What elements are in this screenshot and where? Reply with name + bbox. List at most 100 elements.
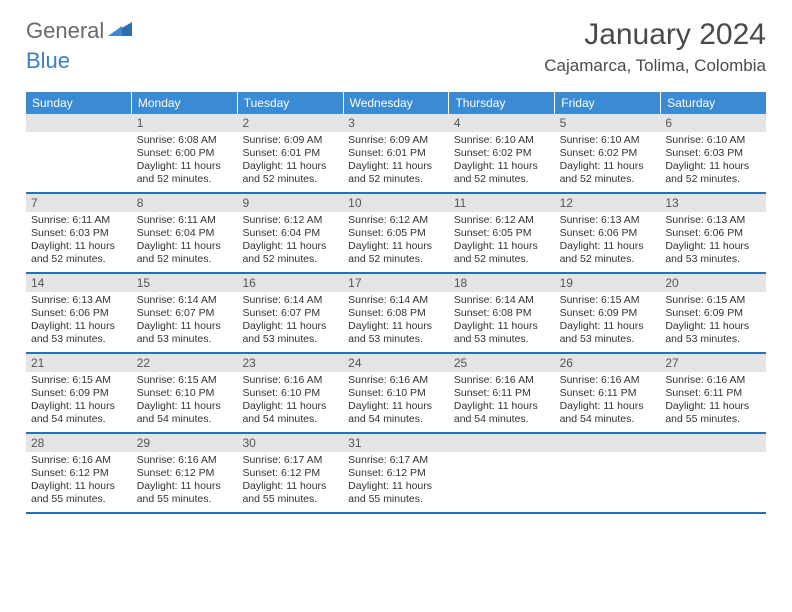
day-cell: 16Sunrise: 6:14 AMSunset: 6:07 PMDayligh… <box>237 274 343 352</box>
day-body: Sunrise: 6:16 AMSunset: 6:12 PMDaylight:… <box>132 452 238 511</box>
day-number: 6 <box>660 114 766 132</box>
detail-line: Sunrise: 6:14 AM <box>454 294 550 307</box>
detail-line: and 52 minutes. <box>454 253 550 266</box>
day-cell: 17Sunrise: 6:14 AMSunset: 6:08 PMDayligh… <box>343 274 449 352</box>
detail-line: and 52 minutes. <box>560 173 656 186</box>
day-number: 10 <box>343 194 449 212</box>
detail-line: Daylight: 11 hours <box>348 480 444 493</box>
detail-line: Sunset: 6:03 PM <box>31 227 127 240</box>
day-cell: 7Sunrise: 6:11 AMSunset: 6:03 PMDaylight… <box>26 194 132 272</box>
detail-line: and 53 minutes. <box>560 333 656 346</box>
detail-line: and 55 minutes. <box>665 413 761 426</box>
week-row: 28Sunrise: 6:16 AMSunset: 6:12 PMDayligh… <box>26 434 766 514</box>
day-body: Sunrise: 6:16 AMSunset: 6:12 PMDaylight:… <box>26 452 132 511</box>
detail-line: and 55 minutes. <box>31 493 127 506</box>
day-number: 5 <box>555 114 661 132</box>
detail-line: Sunrise: 6:16 AM <box>31 454 127 467</box>
dow-header: Sunday <box>26 92 132 114</box>
day-body: Sunrise: 6:11 AMSunset: 6:03 PMDaylight:… <box>26 212 132 271</box>
logo-triangle-icon <box>108 20 132 43</box>
dow-header: Thursday <box>449 92 555 114</box>
day-cell: 15Sunrise: 6:14 AMSunset: 6:07 PMDayligh… <box>132 274 238 352</box>
detail-line: Sunset: 6:11 PM <box>665 387 761 400</box>
detail-line: and 53 minutes. <box>454 333 550 346</box>
detail-line: and 53 minutes. <box>31 333 127 346</box>
week-row: 21Sunrise: 6:15 AMSunset: 6:09 PMDayligh… <box>26 354 766 434</box>
detail-line: Sunset: 6:10 PM <box>348 387 444 400</box>
dow-header: Wednesday <box>344 92 450 114</box>
detail-line: and 52 minutes. <box>242 173 338 186</box>
month-title: January 2024 <box>544 18 766 52</box>
title-block: January 2024 Cajamarca, Tolima, Colombia <box>544 18 766 76</box>
day-cell: 1Sunrise: 6:08 AMSunset: 6:00 PMDaylight… <box>132 114 238 192</box>
day-number: 9 <box>237 194 343 212</box>
detail-line: Daylight: 11 hours <box>348 240 444 253</box>
day-number: 17 <box>343 274 449 292</box>
detail-line: Daylight: 11 hours <box>242 320 338 333</box>
detail-line: Sunset: 6:00 PM <box>137 147 233 160</box>
detail-line: Sunset: 6:05 PM <box>348 227 444 240</box>
day-number: 11 <box>449 194 555 212</box>
detail-line: and 54 minutes. <box>31 413 127 426</box>
detail-line: Sunrise: 6:16 AM <box>665 374 761 387</box>
detail-line: Sunset: 6:10 PM <box>137 387 233 400</box>
detail-line: Daylight: 11 hours <box>665 240 761 253</box>
day-cell: 10 Sunrise: 6:12 AMSunset: 6:05 PMDayligh… <box>343 194 449 272</box>
detail-line: and 55 minutes. <box>348 493 444 506</box>
day-cell: 26Sunrise: 6:16 AMSunset: 6:11 PMDayligh… <box>555 354 661 432</box>
day-body: Sunrise: 6:16 AMSunset: 6:11 PMDaylight:… <box>555 372 661 431</box>
dow-header: Friday <box>555 92 661 114</box>
day-number: 7 <box>26 194 132 212</box>
detail-line: Sunset: 6:04 PM <box>242 227 338 240</box>
day-cell: 5Sunrise: 6:10 AMSunset: 6:02 PMDaylight… <box>555 114 661 192</box>
day-body: Sunrise: 6:16 AMSunset: 6:11 PMDaylight:… <box>660 372 766 431</box>
day-cell <box>449 434 555 512</box>
day-cell: 11Sunrise: 6:12 AMSunset: 6:05 PMDayligh… <box>449 194 555 272</box>
detail-line: Sunrise: 6:15 AM <box>560 294 656 307</box>
detail-line: Sunset: 6:09 PM <box>560 307 656 320</box>
detail-line: and 54 minutes. <box>454 413 550 426</box>
detail-line: Daylight: 11 hours <box>242 400 338 413</box>
detail-line: Sunrise: 6:15 AM <box>31 374 127 387</box>
day-cell: 23Sunrise: 6:16 AMSunset: 6:10 PMDayligh… <box>237 354 343 432</box>
day-body: Sunrise: 6:16 AMSunset: 6:11 PMDaylight:… <box>449 372 555 431</box>
detail-line: Daylight: 11 hours <box>560 400 656 413</box>
day-number: 16 <box>237 274 343 292</box>
detail-line: Daylight: 11 hours <box>454 240 550 253</box>
day-number: 2 <box>237 114 343 132</box>
day-number: 29 <box>132 434 238 452</box>
detail-line: Sunrise: 6:11 AM <box>137 214 233 227</box>
day-number: 22 <box>132 354 238 372</box>
day-number: 25 <box>449 354 555 372</box>
detail-line: Sunset: 6:04 PM <box>137 227 233 240</box>
detail-line: Daylight: 11 hours <box>665 320 761 333</box>
detail-line: Daylight: 11 hours <box>31 400 127 413</box>
detail-line: Sunrise: 6:11 AM <box>31 214 127 227</box>
detail-line: Daylight: 11 hours <box>31 480 127 493</box>
logo: General <box>26 18 134 44</box>
day-cell: 14Sunrise: 6:13 AMSunset: 6:06 PMDayligh… <box>26 274 132 352</box>
day-number: 23 <box>237 354 343 372</box>
day-body: Sunrise: 6:10 AMSunset: 6:02 PMDaylight:… <box>449 132 555 191</box>
day-cell: 27Sunrise: 6:16 AMSunset: 6:11 PMDayligh… <box>660 354 766 432</box>
detail-line: Sunrise: 6:14 AM <box>137 294 233 307</box>
day-number: 31 <box>343 434 449 452</box>
day-number: 26 <box>555 354 661 372</box>
detail-line: Daylight: 11 hours <box>137 160 233 173</box>
detail-line: Sunrise: 6:12 AM <box>348 214 444 227</box>
detail-line: Sunset: 6:09 PM <box>31 387 127 400</box>
detail-line: Daylight: 11 hours <box>454 160 550 173</box>
day-cell: 4Sunrise: 6:10 AMSunset: 6:02 PMDaylight… <box>449 114 555 192</box>
detail-line: Sunset: 6:07 PM <box>137 307 233 320</box>
day-number: 18 <box>449 274 555 292</box>
detail-line: and 54 minutes. <box>560 413 656 426</box>
detail-line: Sunrise: 6:12 AM <box>242 214 338 227</box>
day-body: Sunrise: 6:09 AMSunset: 6:01 PMDaylight:… <box>237 132 343 191</box>
day-cell: 2Sunrise: 6:09 AMSunset: 6:01 PMDaylight… <box>237 114 343 192</box>
detail-line: Sunset: 6:03 PM <box>665 147 761 160</box>
detail-line: Sunrise: 6:13 AM <box>665 214 761 227</box>
day-cell: 30Sunrise: 6:17 AMSunset: 6:12 PMDayligh… <box>237 434 343 512</box>
detail-line: Daylight: 11 hours <box>242 480 338 493</box>
day-number: 12 <box>555 194 661 212</box>
detail-line: Sunset: 6:05 PM <box>454 227 550 240</box>
